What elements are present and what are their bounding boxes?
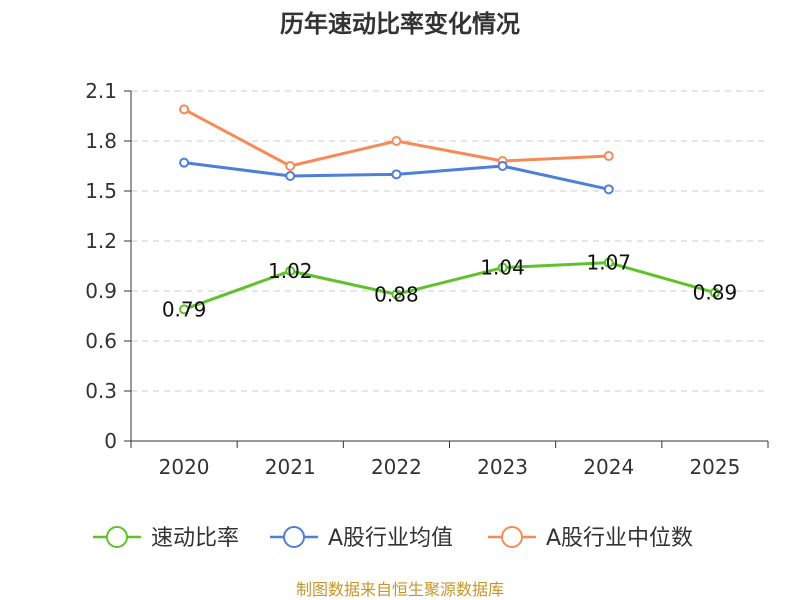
legend: 速动比率 A股行业均值 A股行业中位数 [93,526,693,551]
x-tick-label: 2024 [583,455,634,479]
y-tick-label: 0.6 [85,329,117,353]
grid-lines [131,90,768,392]
source-note: 制图数据来自恒生聚源数据库 [295,580,504,599]
data-point [179,157,190,168]
legend-marker [283,526,305,548]
x-tick-label: 2025 [689,455,740,479]
data-point [391,169,402,180]
data-point [179,304,190,315]
data-point [497,262,508,273]
y-tick-label: 0 [104,429,117,453]
data-point [603,257,614,268]
data-label: 0.89 [693,281,738,305]
data-label: 1.02 [268,259,313,283]
data-point [285,161,296,171]
x-tick-label: 2022 [371,455,422,479]
y-tick-label: 1.2 [85,229,117,253]
data-point [391,136,402,146]
y-tick-label: 0.9 [85,279,117,303]
series-group: 0.79 1.02 0.88 1.04 1.07 0.89 [162,104,738,321]
data-label: 1.07 [586,251,631,275]
data-point [391,289,402,300]
x-tick-label: 2020 [159,455,210,479]
legend-marker [106,526,128,548]
legend-label: A股行业中位数 [546,526,693,551]
data-label: 0.88 [374,282,419,306]
x-tick-label: 2021 [265,455,316,479]
legend-label: 速动比率 [151,526,239,551]
series-line [183,261,716,311]
legend-marker [501,526,523,548]
x-tick-label: 2023 [477,455,528,479]
data-label: 1.04 [480,256,525,280]
y-tick-label: 1.8 [85,129,117,153]
data-point [603,151,614,161]
y-tick-label: 2.1 [85,79,117,103]
legend-label: A股行业均值 [328,526,453,551]
data-point [709,287,720,298]
data-point [497,161,508,171]
data-point [179,104,190,115]
data-label: 0.79 [162,297,207,321]
data-point [285,171,296,181]
y-tick-label: 1.5 [85,179,117,203]
data-point [603,184,614,195]
chart-title: 历年速动比率变化情况 [280,10,520,38]
y-tick-label: 0.3 [85,379,117,403]
data-point [285,266,296,276]
axes: 0 0.3 0.6 0.9 1.2 1.5 1.8 2.1 2020 2021 2022 2023 20… [85,79,769,479]
